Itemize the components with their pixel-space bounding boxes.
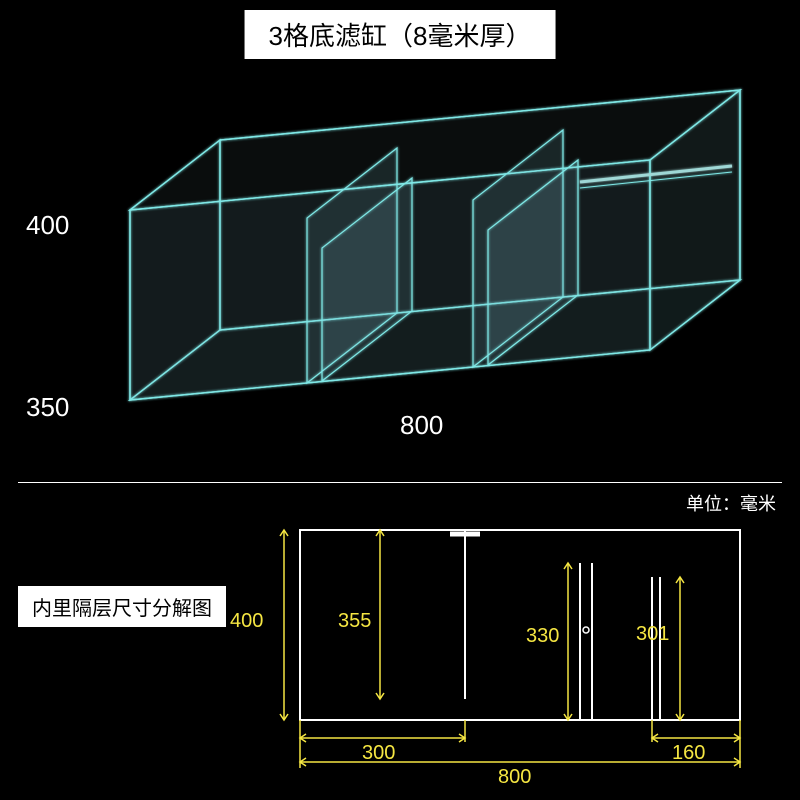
dim-total-width: 800 <box>498 766 531 789</box>
title-bar: 3格底滤缸（8毫米厚） <box>245 10 556 59</box>
dim-outer-height: 400 <box>230 610 263 633</box>
dim-compartment-1: 300 <box>362 742 395 765</box>
dim-divider-3-height: 301 <box>636 623 669 646</box>
dim-divider-1-height: 355 <box>338 610 371 633</box>
isometric-view <box>60 70 760 450</box>
title-text: 3格底滤缸（8毫米厚） <box>269 21 532 51</box>
dim-gap-end: 160 <box>672 742 705 765</box>
iso-depth-label: 350 <box>26 392 69 423</box>
dim-divider-2-height: 330 <box>526 625 559 648</box>
iso-width-label: 800 <box>400 410 443 441</box>
section-divider <box>18 482 782 483</box>
iso-height-label: 400 <box>26 210 69 241</box>
